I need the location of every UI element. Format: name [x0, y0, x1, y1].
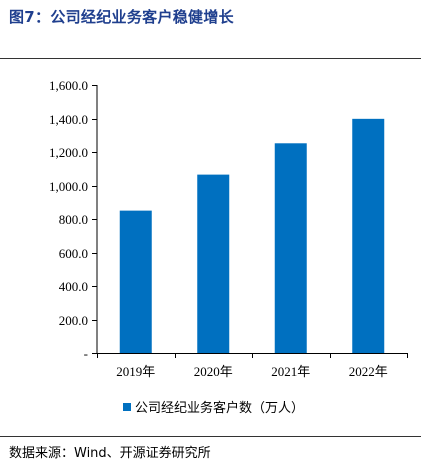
x-axis: 2019年 2020年 2021年 2022年 — [97, 353, 408, 379]
legend-swatch — [123, 402, 131, 411]
y-tick-label: 1,400.0 — [49, 112, 88, 127]
x-tick-label: 2021年 — [271, 364, 310, 379]
x-tick-label: 2022年 — [349, 364, 388, 379]
y-tick-label: 1,000.0 — [49, 179, 88, 194]
y-tick-label: 1,200.0 — [49, 145, 88, 160]
top-rule — [0, 58, 421, 59]
legend-label: 公司经纪业务客户数（万人） — [135, 401, 305, 416]
y-tick-label: 1,600.0 — [49, 78, 88, 93]
y-tick-label: 600.0 — [59, 246, 88, 261]
y-tick-label: 200.0 — [59, 313, 88, 328]
y-tick-label: - — [84, 346, 88, 361]
source-note: 数据来源：Wind、开源证券研究所 — [9, 446, 211, 461]
bar — [274, 143, 307, 353]
x-tick-label: 2019年 — [116, 364, 155, 379]
y-tick-label: 400.0 — [59, 279, 88, 294]
y-tick-label: 800.0 — [59, 212, 88, 227]
bottom-rule — [0, 436, 421, 437]
legend: 公司经纪业务客户数（万人） — [123, 397, 304, 416]
x-tick-label: 2020年 — [194, 364, 233, 379]
bar — [197, 174, 230, 353]
bar-series — [119, 118, 385, 354]
bar — [352, 118, 385, 354]
y-axis: - 200.0 400.0 600.0 800.0 1,000.0 1,200.0 1,400… — [49, 78, 98, 361]
bar — [119, 210, 152, 353]
figure-title: 图7：公司经纪业务客户稳健增长 — [9, 8, 234, 26]
